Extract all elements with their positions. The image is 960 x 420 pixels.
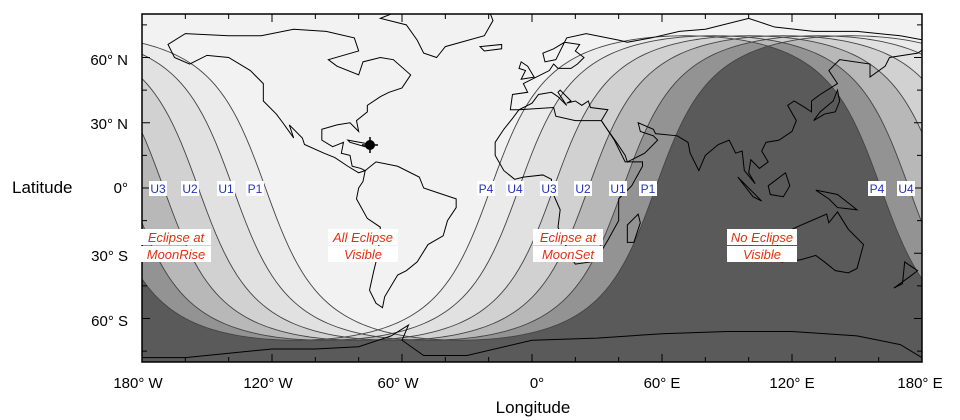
region-label: MoonRise xyxy=(141,246,211,262)
region-label: Visible xyxy=(727,246,797,262)
y-axis-title: Latitude xyxy=(12,178,73,197)
contact-label-text: P1 xyxy=(248,182,263,196)
contact-label-text: U3 xyxy=(541,182,557,196)
contact-label-text: U3 xyxy=(150,182,166,196)
contact-label: P1 xyxy=(639,181,657,196)
contact-label: U2 xyxy=(181,181,199,196)
coastline xyxy=(167,28,412,174)
region-label-text: Eclipse at xyxy=(148,230,206,245)
coastline xyxy=(518,61,535,80)
region-label-text: All Eclipse xyxy=(332,230,393,245)
contact-label-text: U2 xyxy=(575,182,591,196)
contact-label-text: U1 xyxy=(610,182,626,196)
coastline xyxy=(813,88,841,122)
contact-contour-line xyxy=(142,35,922,341)
lon-tick-label: 180° W xyxy=(113,375,163,392)
region-label-text: Eclipse at xyxy=(540,230,598,245)
contact-contour-line xyxy=(142,35,922,341)
contact-label-text: U1 xyxy=(218,182,234,196)
lon-tick-label: 120° W xyxy=(243,375,293,392)
contact-contour-line xyxy=(142,35,922,341)
region-label-text: MoonRise xyxy=(147,247,206,262)
x-axis-title: Longitude xyxy=(496,398,571,417)
contact-label: U4 xyxy=(506,181,524,196)
contact-label-text: U4 xyxy=(898,182,914,196)
coastlines xyxy=(142,14,922,359)
contact-label: U3 xyxy=(149,181,167,196)
coastline xyxy=(478,43,503,52)
contact-contour-line xyxy=(142,35,922,341)
lon-tick-label: 180° E xyxy=(897,375,942,392)
coastline xyxy=(767,171,791,198)
contact-label: U1 xyxy=(217,181,235,196)
region-label-text: No Eclipse xyxy=(731,230,793,245)
coastline xyxy=(355,161,457,309)
contact-label: U3 xyxy=(540,181,558,196)
coastline xyxy=(626,213,641,243)
contact-contour-line xyxy=(142,35,922,341)
coastline xyxy=(346,139,372,148)
contact-label-text: P4 xyxy=(870,182,885,196)
axis-ticks xyxy=(141,14,923,362)
region-label: Visible xyxy=(328,246,398,262)
lat-tick-label: 30° N xyxy=(90,116,128,133)
contact-label: U4 xyxy=(897,181,915,196)
lon-tick-label: 120° E xyxy=(769,375,814,392)
region-label-text: MoonSet xyxy=(542,247,595,262)
contact-label: P4 xyxy=(868,181,886,196)
region-label-text: Visible xyxy=(344,247,382,262)
coastline xyxy=(815,189,859,211)
visibility-shading xyxy=(142,14,922,362)
lat-tick-label: 60° S xyxy=(91,313,128,330)
lat-tick-label: 0° xyxy=(114,180,128,197)
no-eclipse-area xyxy=(142,14,922,362)
contact-contour-line xyxy=(142,35,922,341)
region-label-text: Visible xyxy=(743,247,781,262)
lon-tick-label: 0° xyxy=(530,375,544,392)
coastline xyxy=(737,176,763,202)
region-label: Eclipse at xyxy=(141,229,211,245)
lon-tick-label: 60° W xyxy=(377,375,419,392)
lon-tick-label: 60° E xyxy=(644,375,681,392)
contact-label-text: P1 xyxy=(641,182,656,196)
contact-label: U2 xyxy=(574,181,592,196)
lat-tick-label: 30° S xyxy=(91,248,128,265)
coastline xyxy=(893,261,919,289)
antarctica-coastline xyxy=(142,323,922,359)
lat-tick-label: 60° N xyxy=(90,52,128,69)
contact-label: P1 xyxy=(246,181,264,196)
contact-label: U1 xyxy=(609,181,627,196)
coastline xyxy=(509,17,922,184)
coastline xyxy=(378,14,494,59)
region-label: Eclipse at xyxy=(533,229,603,245)
contact-label-text: U4 xyxy=(507,182,523,196)
contact-label-text: U2 xyxy=(182,182,198,196)
region-label: MoonSet xyxy=(533,246,603,262)
contact-contours xyxy=(142,35,922,341)
contact-label-text: P4 xyxy=(479,182,494,196)
contact-label: P4 xyxy=(477,181,495,196)
region-label: No Eclipse xyxy=(727,229,797,245)
region-label: All Eclipse xyxy=(328,229,398,245)
sub-lunar-point-marker xyxy=(362,137,378,153)
